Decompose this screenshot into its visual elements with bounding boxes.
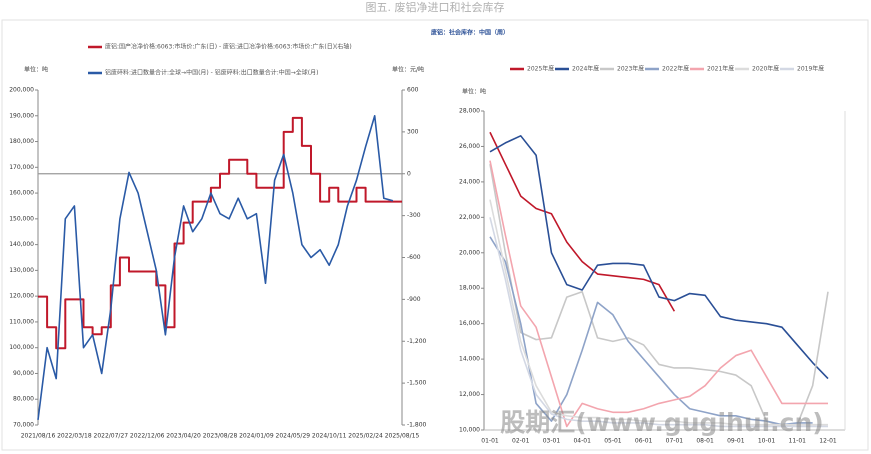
- y-tick-label: 170,000: [9, 164, 34, 171]
- x-tick-label: 10-01: [758, 438, 776, 445]
- y-tick-label: 28,000: [459, 108, 480, 115]
- legend-label: 2020年度: [752, 65, 779, 73]
- x-tick-label: 2024/01/09: [239, 433, 274, 440]
- y-tick-label: 120,000: [9, 293, 34, 300]
- legend-label: 2023年度: [617, 65, 644, 73]
- watermark: 股期汇(www.gugihui.cn): [500, 408, 823, 437]
- legend-label: 2019年度: [797, 65, 824, 73]
- x-tick-label: 04-01: [573, 438, 591, 445]
- x-tick-label: 2024/05/29: [276, 433, 311, 440]
- legend-label: 2025年度: [527, 65, 554, 73]
- chart-title: 废铝：社会库存：中国（周）: [431, 29, 509, 37]
- x-tick-label: 2023/08/28: [203, 433, 238, 440]
- legend-label: 废铝:国产冶净价格:6063:市场价:广东(日) - 废铝:进口冶净价格:606…: [105, 43, 352, 51]
- x-tick-label: 03-01: [543, 438, 561, 445]
- y-tick-label: 14,000: [459, 356, 480, 363]
- x-tick-label: 09-01: [727, 438, 745, 445]
- x-tick-label: 06-01: [635, 438, 653, 445]
- y2-tick-label: -600: [407, 254, 421, 261]
- x-tick-label: 01-01: [481, 438, 499, 445]
- y-tick-label: 160,000: [9, 190, 34, 197]
- x-tick-label: 2021/08/16: [21, 433, 56, 440]
- x-tick-label: 12-01: [819, 438, 837, 445]
- legend-label: 2024年度: [572, 65, 599, 73]
- series-line: [38, 116, 402, 350]
- x-tick-label: 2022/03/18: [57, 433, 92, 440]
- y-tick-label: 26,000: [459, 143, 480, 150]
- y-tick-label: 16,000: [459, 320, 480, 327]
- y-tick-label: 200,000: [9, 87, 34, 94]
- frame: [1, 19, 869, 451]
- y-tick-label: 90,000: [13, 370, 34, 377]
- series-line: [489, 131, 676, 312]
- legend-label: 2021年度: [707, 65, 734, 73]
- y-tick-label: 24,000: [459, 178, 480, 185]
- x-tick-label: 2025/08/15: [385, 433, 420, 440]
- y-tick-label: 10,000: [459, 427, 480, 434]
- y-tick-label: 130,000: [9, 267, 34, 274]
- series-line: [489, 199, 828, 426]
- figure-title: 图五. 废铝净进口和社会库存: [366, 0, 505, 14]
- y-tick-label: 190,000: [9, 112, 34, 119]
- legend-label: 铝废碎料:进口数量合计:全球→中国(月) - 铝废碎料:出口数量合计:中国→全球…: [105, 69, 319, 77]
- y2-tick-label: -1,500: [407, 380, 427, 387]
- x-tick-label: 11-01: [789, 438, 807, 445]
- x-tick-label: 2023/04/20: [166, 433, 201, 440]
- series-line: [489, 217, 828, 428]
- x-tick-label: 2022/12/06: [130, 433, 165, 440]
- y2-tick-label: 0: [407, 170, 411, 177]
- y2-tick-label: 300: [407, 128, 419, 135]
- series-line: [37, 114, 394, 420]
- y-tick-label: 140,000: [9, 241, 34, 248]
- x-tick-label: 2022/07/27: [94, 433, 129, 440]
- y-tick-label: 12,000: [459, 391, 480, 398]
- y-tick-label: 100,000: [9, 344, 34, 351]
- series-line: [489, 236, 813, 426]
- x-tick-label: 2025/02/24: [348, 433, 383, 440]
- x-tick-label: 02-01: [512, 438, 530, 445]
- y2-tick-label: 600: [407, 87, 419, 94]
- x-tick-label: 05-01: [604, 438, 622, 445]
- y2-tick-label: -900: [407, 296, 421, 303]
- x-tick-label: 08-01: [696, 438, 714, 445]
- y-tick-label: 180,000: [9, 138, 34, 145]
- y-label: 单位：吨: [24, 66, 48, 74]
- y-tick-label: 80,000: [13, 396, 34, 403]
- y-tick-label: 110,000: [9, 318, 34, 325]
- x-tick-label: 07-01: [666, 438, 684, 445]
- x-tick-label: 2024/10/11: [312, 433, 347, 440]
- y2-tick-label: -1,200: [407, 338, 427, 345]
- y2-tick-label: -300: [407, 212, 421, 219]
- y-tick-label: 150,000: [9, 215, 34, 222]
- y2-tick-label: -1,800: [407, 422, 427, 429]
- y-tick-label: 18,000: [459, 285, 480, 292]
- legend-label: 2022年度: [662, 65, 689, 73]
- y2-label: 单位：元/吨: [392, 66, 424, 74]
- y-tick-label: 70,000: [13, 422, 34, 429]
- y-tick-label: 22,000: [459, 214, 480, 221]
- y-tick-label: 20,000: [459, 249, 480, 256]
- y-label: 单位：吨: [462, 88, 486, 96]
- series-line: [489, 135, 829, 380]
- series-line: [489, 160, 828, 428]
